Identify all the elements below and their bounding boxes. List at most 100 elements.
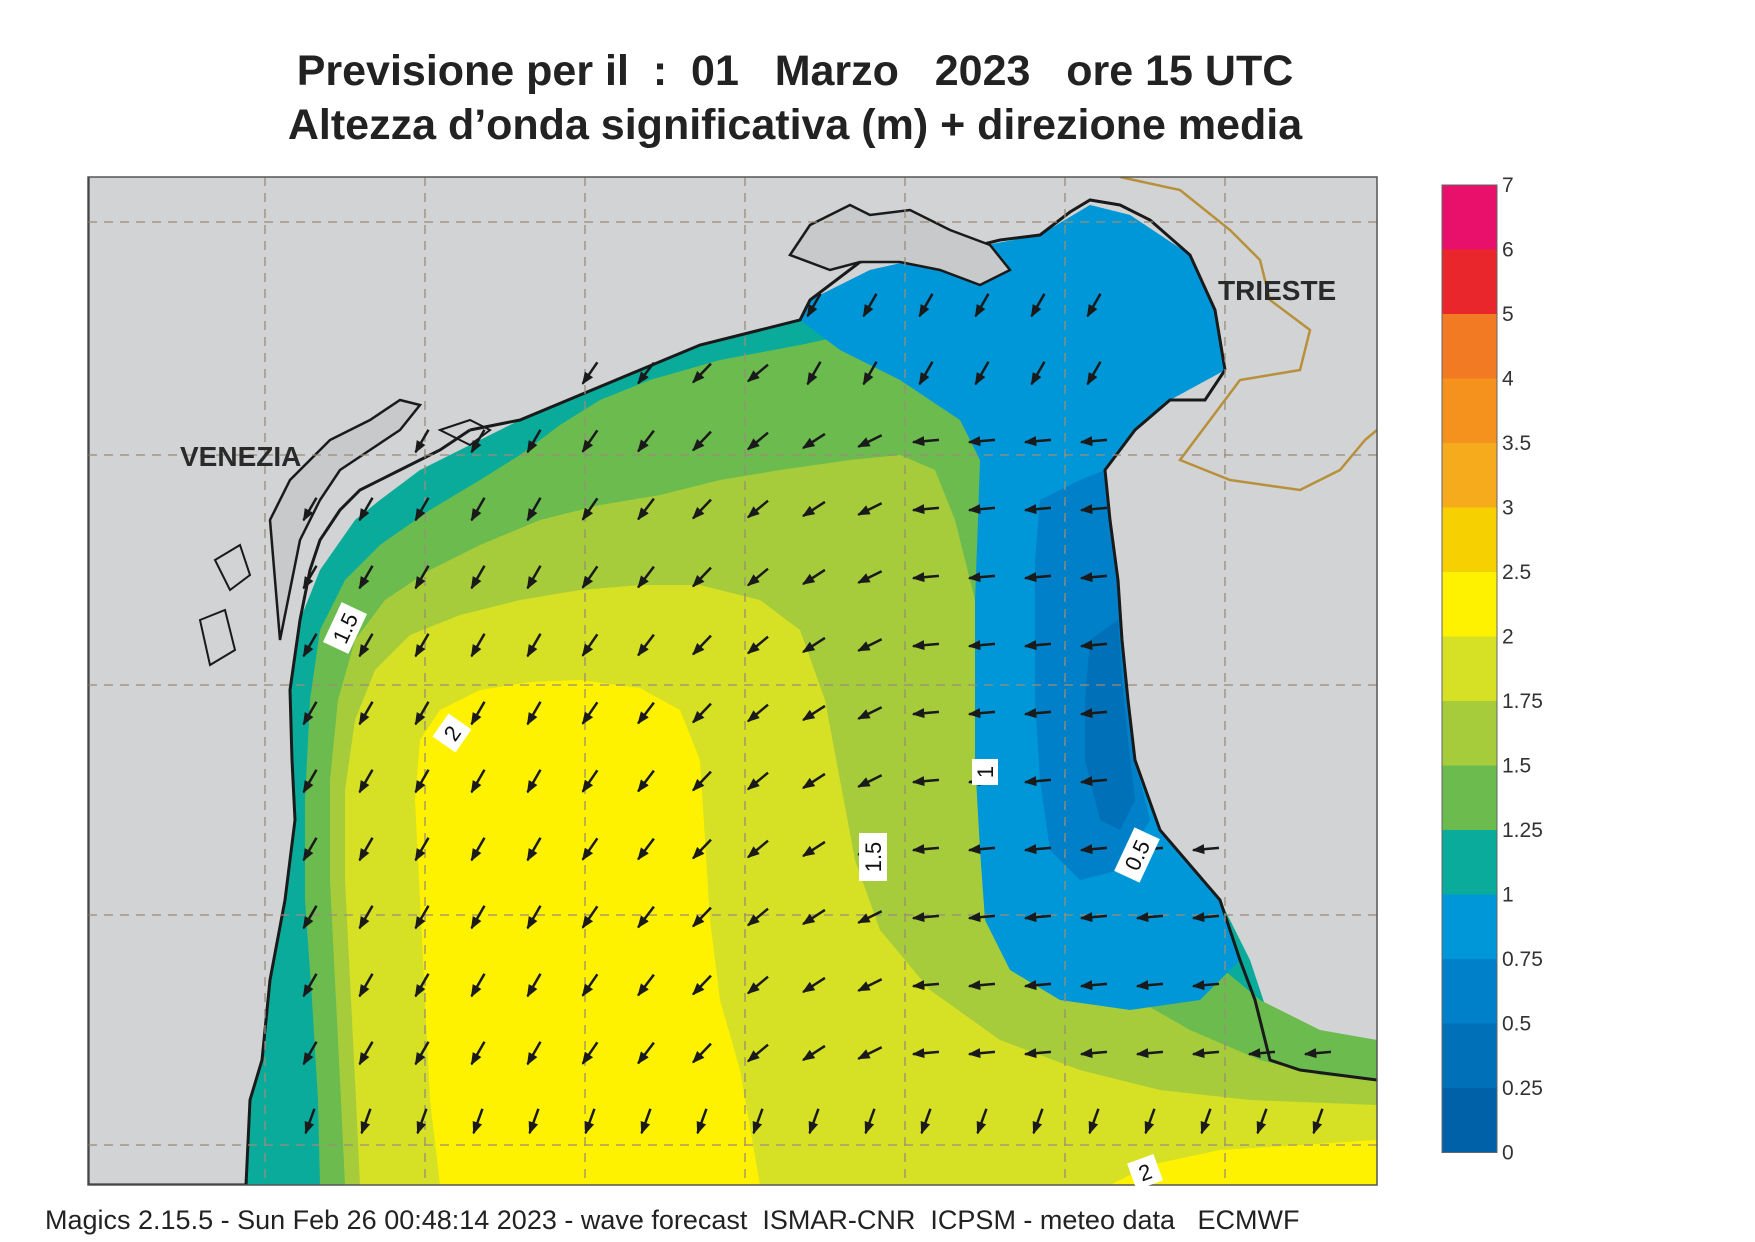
wave-arrow bbox=[1191, 1048, 1220, 1059]
wave-arrow bbox=[806, 293, 822, 318]
wave-arrow bbox=[302, 633, 318, 658]
city-label-trieste: TRIESTE bbox=[1218, 275, 1336, 306]
legend-swatch bbox=[1442, 765, 1497, 831]
wave-arrow bbox=[1023, 980, 1052, 991]
wave-arrow bbox=[911, 980, 940, 991]
legend-swatch bbox=[1442, 830, 1497, 895]
wave-arrow bbox=[857, 434, 883, 448]
wave-arrow bbox=[911, 708, 940, 719]
wave-arrow bbox=[802, 568, 826, 586]
wave-arrow bbox=[1023, 436, 1052, 447]
wave-arrow bbox=[1079, 912, 1108, 923]
wave-arrow bbox=[302, 837, 318, 862]
legend-tick-label: 0.25 bbox=[1502, 1077, 1543, 1100]
wave-arrow bbox=[637, 565, 655, 589]
legend-tick-label: 7 bbox=[1502, 174, 1514, 197]
legend-tick-label: 4 bbox=[1502, 368, 1514, 391]
wave-arrow bbox=[414, 633, 430, 658]
wave-arrow bbox=[302, 1041, 318, 1066]
legend-tick-label: 2.5 bbox=[1502, 561, 1531, 584]
wave-arrow bbox=[967, 436, 996, 447]
wave-arrow bbox=[358, 497, 374, 522]
wave-arrow bbox=[808, 1108, 820, 1135]
wave-arrow bbox=[1135, 1048, 1164, 1059]
wave-arrow bbox=[581, 565, 599, 589]
wave-arrow bbox=[470, 701, 486, 726]
wave-arrow bbox=[581, 361, 599, 385]
wave-arrow bbox=[857, 638, 883, 652]
wave-arrow bbox=[1191, 912, 1220, 923]
wave-arrow bbox=[581, 769, 599, 793]
wave-arrow bbox=[918, 361, 934, 386]
legend-tick-label: 1 bbox=[1502, 884, 1514, 907]
wave-arrow bbox=[1303, 1048, 1332, 1059]
wave-arrow bbox=[864, 1108, 876, 1135]
wave-arrow bbox=[1079, 1048, 1108, 1059]
wave-arrow bbox=[1079, 504, 1108, 515]
wave-arrow bbox=[470, 973, 486, 998]
wave-arrow bbox=[581, 1041, 599, 1065]
wave-arrow bbox=[918, 293, 934, 318]
legend-swatch bbox=[1442, 314, 1497, 379]
legend-swatch bbox=[1442, 443, 1497, 508]
wave-arrow bbox=[637, 769, 655, 793]
wave-arrow bbox=[1135, 912, 1164, 923]
wave-arrow bbox=[414, 1041, 430, 1066]
istria-coastline bbox=[1103, 369, 1377, 1082]
wave-arrow bbox=[637, 633, 655, 657]
wave-arrow bbox=[470, 633, 486, 658]
lagoon-island-1 bbox=[437, 418, 492, 447]
wave-arrow bbox=[637, 361, 655, 385]
wave-arrow bbox=[1079, 640, 1108, 651]
wave-arrow bbox=[747, 839, 769, 859]
wave-arrow bbox=[581, 701, 599, 725]
wave-arrow bbox=[414, 973, 430, 998]
wave-arrow bbox=[581, 837, 599, 861]
sea-band-2-2.5 bbox=[415, 680, 760, 1185]
wave-arrow bbox=[470, 769, 486, 794]
wave-arrow bbox=[302, 973, 318, 998]
wave-arrow bbox=[806, 361, 822, 386]
wave-arrow bbox=[967, 912, 996, 923]
wave-arrow bbox=[692, 362, 712, 384]
wave-arrow bbox=[692, 1042, 712, 1064]
wave-arrow bbox=[911, 912, 940, 923]
wave-arrow bbox=[637, 497, 655, 521]
wave-arrow bbox=[857, 502, 883, 516]
venice-islands bbox=[268, 398, 423, 641]
wave-arrow bbox=[304, 1108, 316, 1135]
wave-arrow bbox=[862, 293, 878, 318]
wave-arrow bbox=[967, 572, 996, 583]
wave-arrow bbox=[692, 770, 712, 792]
legend-swatch bbox=[1442, 1088, 1497, 1153]
legend-swatch bbox=[1442, 249, 1497, 315]
wave-arrow bbox=[358, 565, 374, 590]
legend-swatch bbox=[1442, 572, 1497, 637]
wave-arrow bbox=[857, 1046, 883, 1060]
legend-tick-label: 3 bbox=[1502, 497, 1514, 520]
wave-arrow bbox=[1023, 776, 1052, 787]
wave-arrow bbox=[637, 905, 655, 929]
wave-arrow bbox=[1023, 912, 1052, 923]
legend-tick-label: 1.5 bbox=[1502, 755, 1531, 778]
wave-arrow bbox=[1200, 1108, 1212, 1135]
wave-arrow bbox=[967, 1048, 996, 1059]
footer-credits: Magics 2.15.5 - Sun Feb 26 00:48:14 2023… bbox=[45, 1205, 1300, 1235]
wave-arrow bbox=[414, 497, 430, 522]
wave-arrow bbox=[526, 701, 542, 726]
wave-arrow bbox=[360, 1108, 372, 1135]
wave-arrow bbox=[581, 497, 599, 521]
wave-arrow bbox=[358, 1041, 374, 1066]
legend-swatch bbox=[1442, 185, 1497, 250]
legend-tick-label: 0 bbox=[1502, 1142, 1514, 1165]
legend-tick-label: 5 bbox=[1502, 303, 1514, 326]
wave-arrow bbox=[472, 1108, 484, 1135]
wave-arrow bbox=[1088, 1108, 1100, 1135]
wave-arrow bbox=[967, 708, 996, 719]
wave-arrow bbox=[526, 905, 542, 930]
lagoon-island-2 bbox=[213, 543, 252, 592]
wave-arrow bbox=[747, 1043, 769, 1063]
wave-arrow bbox=[414, 769, 430, 794]
wave-arrow bbox=[584, 1108, 596, 1135]
